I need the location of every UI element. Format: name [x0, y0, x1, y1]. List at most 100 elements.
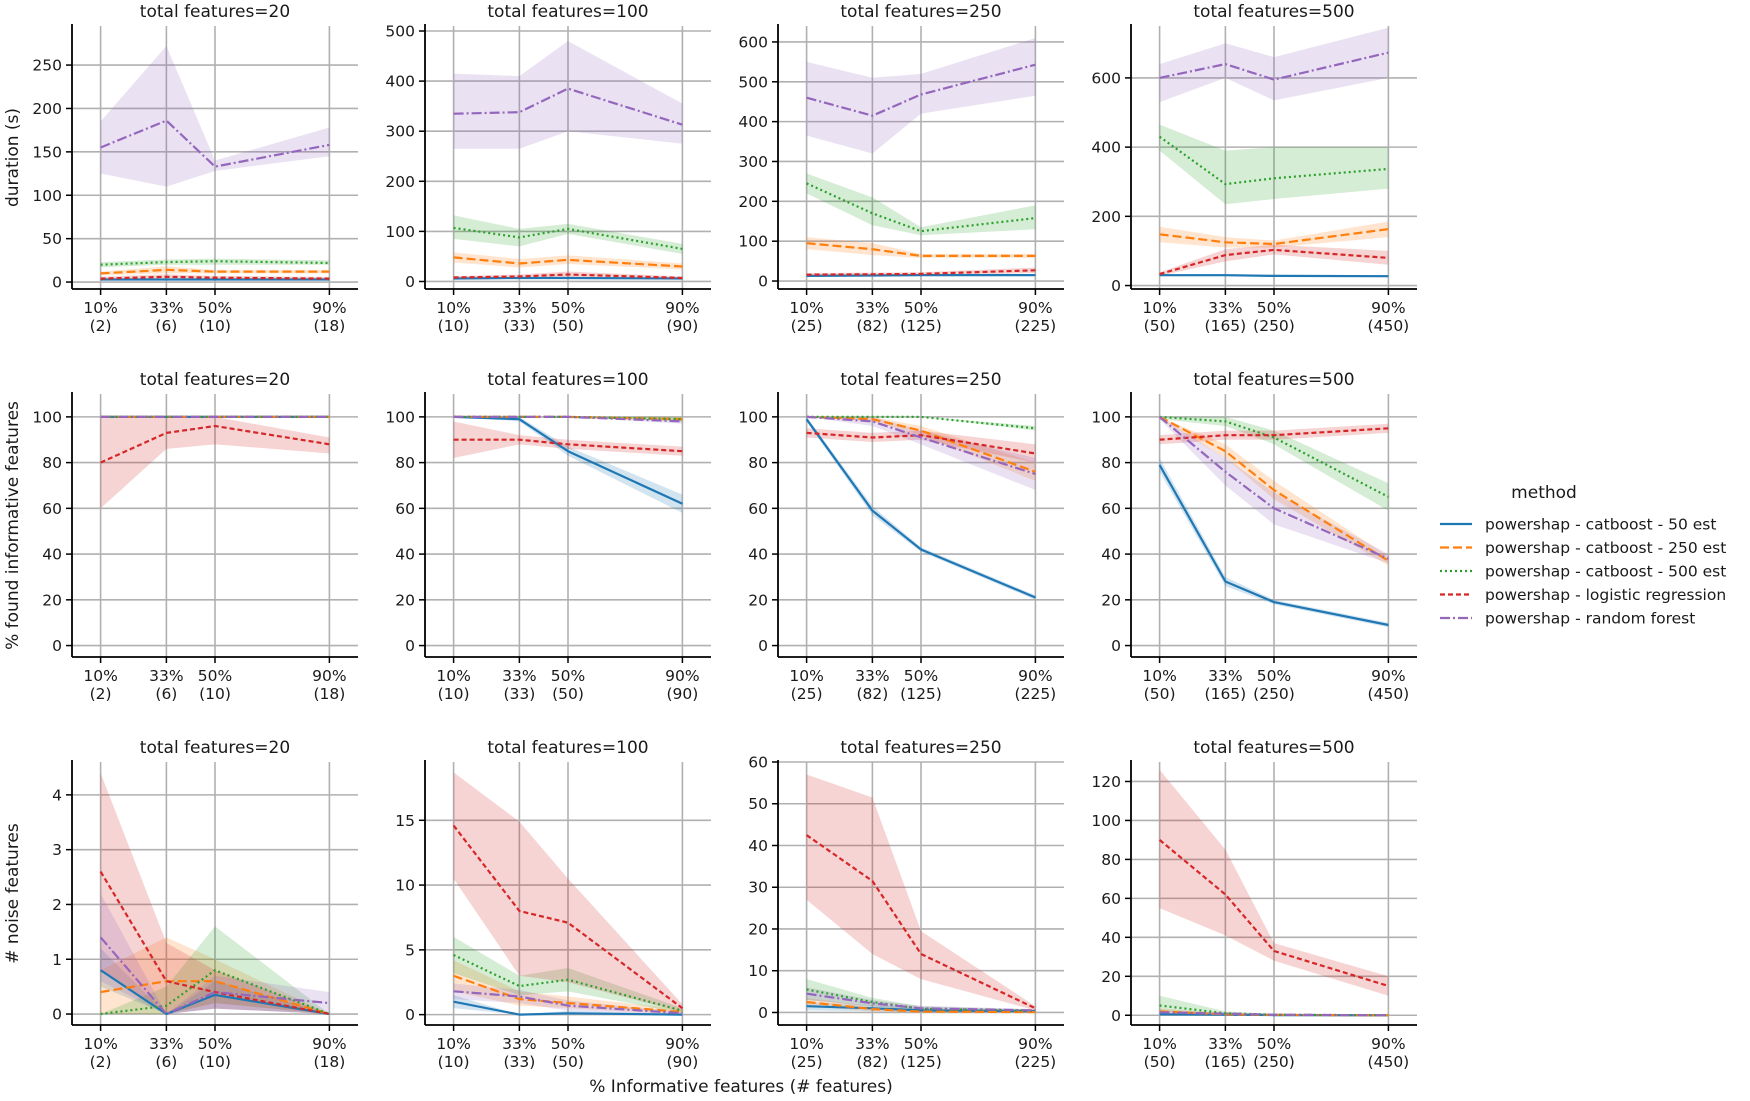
series-line: [453, 1000, 683, 1016]
y-tick-label: 80: [395, 454, 415, 472]
series-line: [453, 226, 683, 250]
gridlines: [425, 26, 711, 289]
series-line: [806, 431, 1036, 455]
legend-item: powershap - catboost - 50 est: [1440, 516, 1716, 534]
y-tick-label: 200: [738, 193, 768, 211]
y-tick-label: 20: [1101, 591, 1121, 609]
y-tick-label: 0: [405, 1006, 415, 1024]
y-axis-label: % found informative features: [3, 401, 23, 650]
x-tick-label: 33% (33): [502, 299, 536, 335]
x-tick-label: 33% (82): [855, 1035, 889, 1071]
y-tick-label: 20: [395, 591, 415, 609]
subplot-r1-c0: 0 20 40 60 80 100 10% (2) 33% (6) 50% (10) 90% (18) to…: [3, 370, 358, 703]
y-tick-label: 40: [42, 546, 62, 564]
x-tick-label: 33% (165): [1205, 1035, 1247, 1071]
x-tick-label: 10% (25): [789, 667, 823, 703]
x-tick-label: 50% (10): [198, 299, 232, 335]
series-line: [1158, 839, 1389, 988]
x-tick-label: 10% (10): [436, 667, 470, 703]
series-line: [453, 87, 683, 126]
series-line: [806, 274, 1036, 277]
y-tick-label: 0: [405, 637, 415, 655]
x-tick-label: 90% (450): [1368, 667, 1410, 703]
y-tick-label: 60: [748, 500, 768, 518]
x-tick-label: 33% (33): [502, 1035, 536, 1071]
series-line: [100, 969, 330, 1016]
x-tick-label: 90% (90): [665, 667, 699, 703]
y-tick-label: 400: [385, 73, 415, 91]
x-tick-label: 10% (2): [83, 299, 117, 335]
x-tick-label: 50% (10): [198, 1035, 232, 1071]
y-tick-label: 60: [1101, 500, 1121, 518]
y-tick-label: 100: [385, 223, 415, 241]
y-tick-label: 40: [395, 546, 415, 564]
x-tick-label: 10% (10): [436, 299, 470, 335]
series-line: [1159, 415, 1389, 562]
y-tick-label: 0: [758, 1004, 768, 1022]
y-tick-label: 600: [1091, 69, 1121, 87]
confidence-band: [1159, 27, 1389, 103]
y-tick-label: 100: [1091, 408, 1121, 426]
x-tick-label: 50% (125): [900, 667, 942, 703]
confidence-band: [100, 772, 330, 1015]
gridlines: [778, 26, 1064, 289]
y-tick-label: 0: [1111, 637, 1121, 655]
y-tick-label: 100: [738, 408, 768, 426]
series-line: [806, 415, 1036, 430]
y-tick-label: 100: [32, 187, 62, 205]
series-line: [805, 418, 1036, 599]
series-line: [99, 969, 330, 1016]
y-tick-label: 10: [748, 962, 768, 980]
confidence-band: [806, 416, 1036, 431]
subplot-title: total features=500: [1193, 738, 1354, 758]
x-tick-label: 33% (82): [855, 299, 889, 335]
series-line: [100, 275, 330, 280]
series-line: [1158, 135, 1389, 186]
series-line: [100, 119, 330, 168]
confidence-band: [1159, 124, 1389, 205]
confidence-band: [806, 173, 1036, 236]
x-tick-label: 90% (225): [1015, 667, 1057, 703]
y-axis-label: duration (s): [3, 108, 23, 207]
x-tick-label: 33% (6): [149, 1035, 183, 1071]
y-tick-label: 200: [385, 173, 415, 191]
x-tick-label: 10% (50): [1142, 1035, 1176, 1071]
series-line: [452, 824, 684, 1010]
subplot-title: total features=100: [487, 738, 648, 758]
y-tick-label: 0: [52, 637, 62, 655]
subplot-r0-c2: 0 100 200 300 400 500 600 10% (25) 33% (82) 50% (125…: [738, 2, 1064, 335]
legend-item: powershap - catboost - 250 est: [1440, 539, 1726, 557]
y-tick-label: 60: [748, 754, 768, 772]
x-tick-label: 90% (225): [1015, 299, 1057, 335]
series-line: [806, 992, 1036, 1012]
subplot-title: total features=100: [487, 2, 648, 22]
series-line: [806, 1000, 1036, 1014]
series-line: [100, 424, 330, 464]
y-tick-label: 20: [1101, 968, 1121, 986]
confidence-band: [100, 416, 330, 509]
confidence-band: [806, 979, 1036, 1013]
y-tick-label: 500: [738, 73, 768, 91]
x-tick-label: 33% (165): [1205, 667, 1247, 703]
confidence-band: [453, 252, 683, 270]
subplot-title: total features=500: [1193, 370, 1354, 390]
confidence-band: [100, 893, 330, 1015]
figure-x-axis-label: % Informative features (# features): [589, 1077, 893, 1097]
legend: method powershap - catboost - 50 est powe…: [1440, 483, 1726, 628]
confidence-band: [100, 937, 330, 1015]
legend-label: powershap - random forest: [1485, 610, 1695, 628]
subplot-r1-c3: 0 20 40 60 80 100 10% (50) 33% (165)50% (250) 90% (4…: [1091, 370, 1417, 703]
y-tick-label: 20: [748, 591, 768, 609]
legend-label: powershap - catboost - 50 est: [1485, 516, 1716, 534]
confidence-band: [100, 266, 330, 276]
subplot-title: total features=20: [140, 2, 290, 22]
series-line: [1159, 248, 1389, 276]
x-tick-label: 90% (225): [1015, 1035, 1057, 1071]
x-tick-label: 10% (2): [83, 667, 117, 703]
series-line: [805, 834, 1036, 1010]
series-line: [1159, 415, 1389, 498]
y-tick-label: 0: [52, 1006, 62, 1024]
subplot-r0-c1: 0 100 200 300 400 500 10% (10) 33% (33) 50% (50) 90%…: [385, 2, 711, 335]
y-tick-label: 120: [1091, 773, 1121, 791]
